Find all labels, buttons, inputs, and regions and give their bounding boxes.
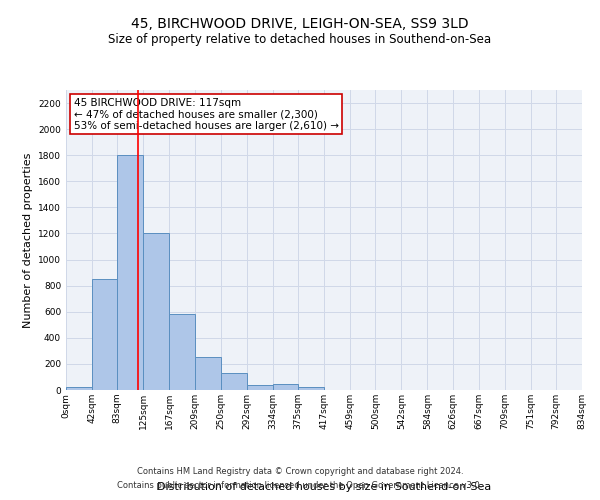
Y-axis label: Number of detached properties: Number of detached properties <box>23 152 32 328</box>
Text: 45 BIRCHWOOD DRIVE: 117sqm
← 47% of detached houses are smaller (2,300)
53% of s: 45 BIRCHWOOD DRIVE: 117sqm ← 47% of deta… <box>74 98 339 130</box>
Bar <box>143 234 169 390</box>
Bar <box>221 373 247 390</box>
Text: 45, BIRCHWOOD DRIVE, LEIGH-ON-SEA, SS9 3LD: 45, BIRCHWOOD DRIVE, LEIGH-ON-SEA, SS9 3… <box>131 18 469 32</box>
Bar <box>118 155 143 390</box>
Text: Contains HM Land Registry data © Crown copyright and database right 2024.: Contains HM Land Registry data © Crown c… <box>137 467 463 476</box>
Bar <box>66 386 92 390</box>
Bar <box>196 356 221 390</box>
Bar <box>92 279 118 390</box>
Bar <box>169 314 196 390</box>
Bar <box>298 386 324 390</box>
Bar <box>247 385 272 390</box>
Bar <box>272 384 298 390</box>
Text: Contains public sector information licensed under the Open Government Licence v3: Contains public sector information licen… <box>118 481 482 490</box>
X-axis label: Distribution of detached houses by size in Southend-on-Sea: Distribution of detached houses by size … <box>157 482 491 492</box>
Text: Size of property relative to detached houses in Southend-on-Sea: Size of property relative to detached ho… <box>109 32 491 46</box>
